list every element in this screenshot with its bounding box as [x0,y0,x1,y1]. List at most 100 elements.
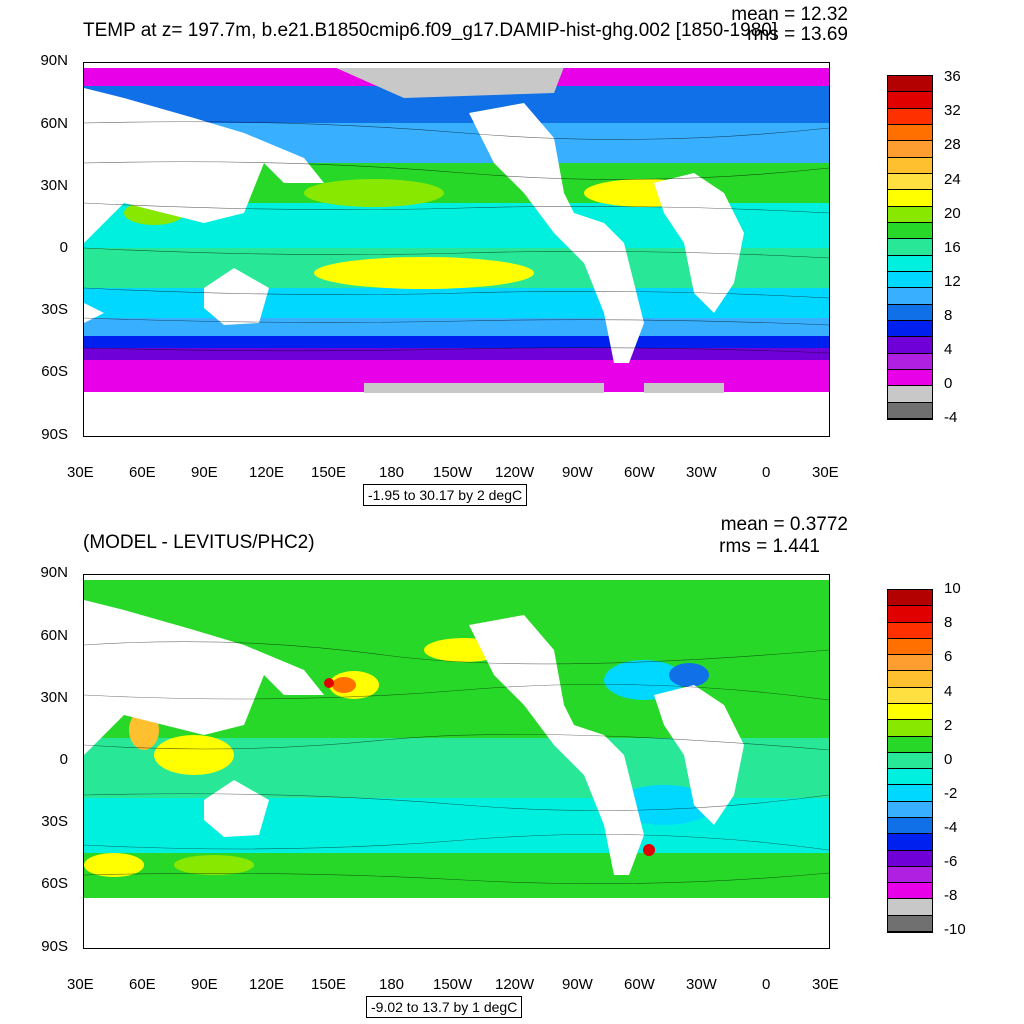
colorbar-segment [888,76,932,93]
difference-map [83,574,830,949]
lat-label: 90S [41,938,68,955]
rms-value: rms = 13.69 [747,24,848,45]
lon-label: 150W [433,976,473,993]
colorbar-label: -10 [944,921,966,938]
colorbar-label: -2 [944,785,958,802]
rms-value: rms = 1.441 [719,536,820,557]
colorbar-label: 6 [944,648,953,665]
lon-label: 30E [67,464,94,481]
colorbar-segment [888,752,932,770]
colorbar-label: 28 [944,136,961,153]
colorbar-segment [888,386,932,403]
colorbar-label: 4 [944,683,953,700]
contour-info: -9.02 to 13.7 by 1 degC [366,996,523,1018]
colorbar [887,75,933,420]
lon-label: 150E [311,464,347,481]
colorbar-segment [888,866,932,884]
lon-label: 120E [249,976,285,993]
lon-label: 180 [379,464,405,481]
lon-label: 150W [433,464,473,481]
mean-value: mean = 12.32 [731,4,848,25]
colorbar-segment [888,255,932,272]
lat-label: 60S [41,875,68,892]
lon-label: 60E [129,464,156,481]
colorbar-segment [888,703,932,721]
panel-difference: (MODEL - LEVITUS/PHC2) mean = 0.3772 rms… [0,512,1024,1024]
colorbar-segment [888,606,932,623]
lon-label: 30E [67,976,94,993]
lon-label: 60W [624,976,655,993]
lat-label: 0 [59,239,68,256]
lon-label: 30W [686,464,717,481]
colorbar-segment [888,108,932,125]
colorbar-segment [888,883,932,900]
lat-label: 30S [41,301,68,318]
contour-info: -1.95 to 30.17 by 2 degC [363,484,528,506]
colorbar-label: 32 [944,102,961,119]
panel-temperature: TEMP at z= 197.7m, b.e21.B1850cmip6.f09_… [40,4,961,506]
colorbar-segment [888,92,932,109]
colorbar-segment [888,353,932,370]
lon-label: 180 [379,976,405,993]
colorbar-segment [888,288,932,305]
colorbar-label: 2 [944,717,953,734]
colorbar-label: 16 [944,239,961,256]
colorbar-segment [888,369,932,387]
lon-label: 30E [812,464,839,481]
colorbar-segment [888,271,932,289]
colorbar-segment [888,817,932,835]
colorbar-label: -4 [944,409,958,426]
colorbar-label: 24 [944,171,961,188]
colorbar-segment [888,239,932,256]
lon-label: 120W [495,976,535,993]
lon-label: 90E [191,976,218,993]
lat-label: 30N [40,689,68,706]
difference-map-svg [84,575,829,948]
lat-label: 30N [40,177,68,194]
colorbar-label: 8 [944,307,953,324]
colorbar-segment [888,671,932,688]
colorbar-segment [888,337,932,354]
lon-label: 120W [495,464,535,481]
lat-label: 60N [40,627,68,644]
lat-label: 60S [41,363,68,380]
colorbar [887,589,933,933]
colorbar-label: 12 [944,273,961,290]
colorbar-segment [888,915,932,932]
lon-label: 0 [762,464,771,481]
mean-value: mean = 0.3772 [720,514,848,535]
lon-label: 90E [191,464,218,481]
colorbar-segment [888,769,932,786]
colorbar-segment [888,590,932,607]
colorbar-segment [888,850,932,867]
lon-label: 30W [686,976,717,993]
colorbar-segment [888,638,932,656]
lon-label: 60E [129,976,156,993]
panel-title: TEMP at z= 197.7m, b.e21.B1850cmip6.f09_… [83,20,778,41]
lon-label: 0 [762,976,771,993]
colorbar-segment [888,899,932,916]
colorbar-label: 36 [944,68,961,85]
colorbar-segment [888,687,932,704]
colorbar-label: 0 [944,751,953,768]
colorbar-segment [888,141,932,158]
lon-label: 30E [812,976,839,993]
colorbar-segment [888,655,932,672]
lon-label: 60W [624,464,655,481]
colorbar-label: 8 [944,614,953,631]
colorbar-segment [888,157,932,174]
colorbar-segment [888,801,932,818]
lon-label: 150E [311,976,347,993]
colorbar-segment [888,173,932,191]
colorbar-segment [888,124,932,142]
lat-label: 90S [41,426,68,443]
colorbar-segment [888,320,932,338]
lat-label: 30S [41,813,68,830]
colorbar-label: -6 [944,853,958,870]
lon-label: 90W [562,464,593,481]
colorbar-segment [888,736,932,753]
colorbar-segment [888,834,932,851]
colorbar-segment [888,785,932,802]
colorbar-segment [888,402,932,419]
colorbar-segment [888,622,932,639]
